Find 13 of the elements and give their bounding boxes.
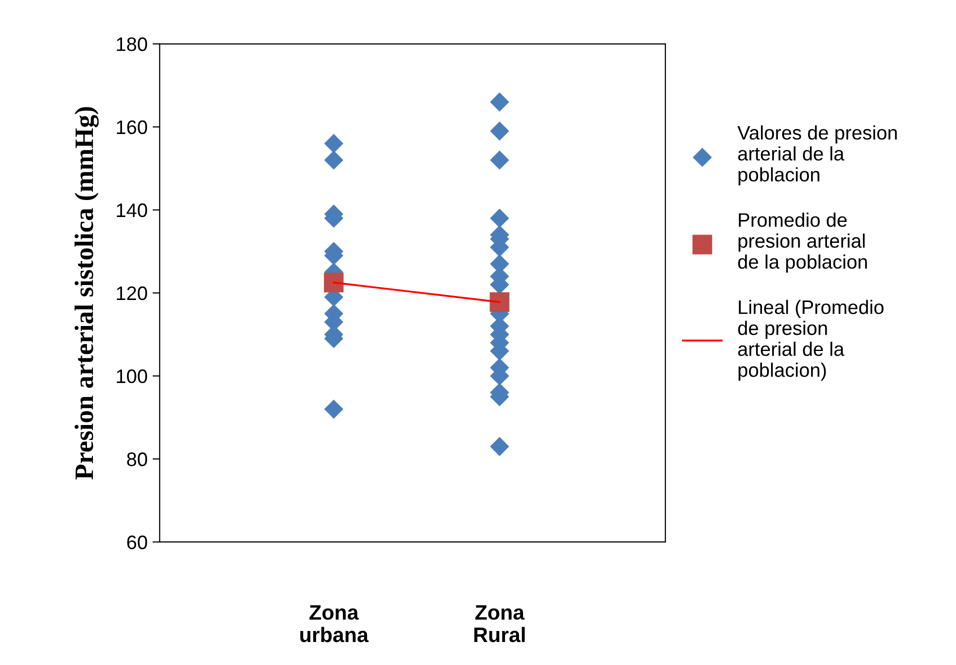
legend-label: Lineal (Promedio de presion arterial de la poblacion) bbox=[738, 300, 884, 381]
y-tick-label: 120 bbox=[116, 286, 148, 300]
x-tick-label: Zona urbana bbox=[300, 605, 369, 642]
legend-label: Promedio de presion arterial de la poblacion bbox=[738, 212, 867, 273]
y-axis-title: Presion arterial sistolica (mmHg) bbox=[74, 107, 99, 480]
y-tick-label: 60 bbox=[127, 535, 148, 550]
y-tick-label: 180 bbox=[116, 37, 148, 52]
x-tick-label: Zona Rural bbox=[474, 605, 525, 642]
y-tick-label: 160 bbox=[116, 120, 148, 134]
legend-label: Valores de presion arterial de la poblacion bbox=[737, 125, 897, 186]
y-tick-label: 100 bbox=[116, 369, 148, 384]
y-tick-label: 140 bbox=[116, 203, 148, 218]
y-tick-label: 80 bbox=[127, 452, 148, 466]
